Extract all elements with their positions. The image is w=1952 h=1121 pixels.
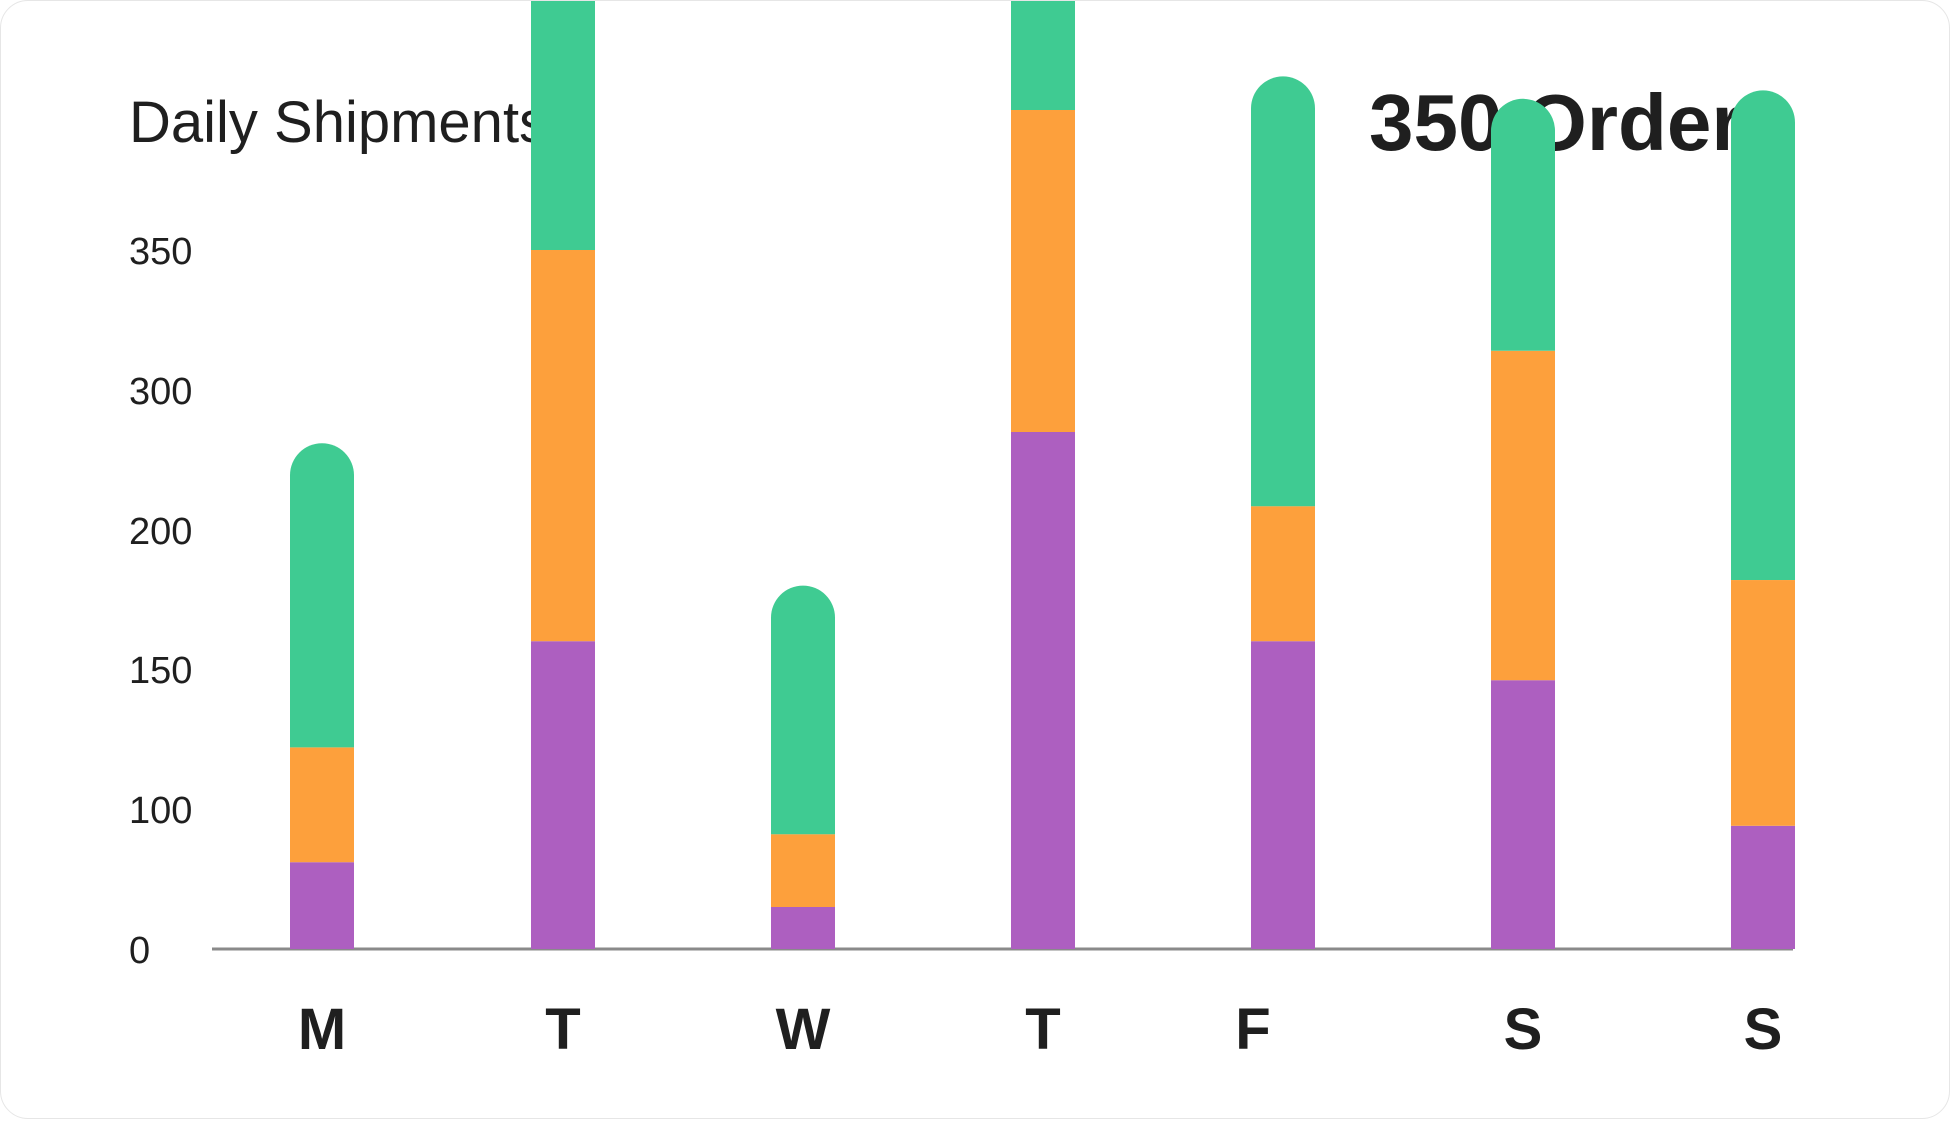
- bar-segment: [531, 641, 595, 949]
- x-tick-label: M: [298, 997, 346, 1062]
- x-tick-label: F: [1235, 997, 1270, 1062]
- bar-stack: [531, 1, 595, 949]
- y-tick-label: 150: [129, 650, 192, 692]
- bar-segment: [290, 862, 354, 949]
- x-tick-label: S: [1744, 997, 1783, 1062]
- bar-segment: [531, 250, 595, 642]
- bar-segment: [1491, 680, 1555, 949]
- chart-title: Daily Shipments: [129, 90, 549, 155]
- total-orders: 350 Orders: [1368, 78, 1787, 167]
- y-tick-label: 200: [129, 511, 192, 553]
- bar-segment: [1731, 580, 1795, 826]
- x-tick-label: S: [1504, 997, 1543, 1062]
- bar-segment: [1011, 1, 1075, 110]
- bar-stack: [1011, 1, 1075, 949]
- bar-segment: [771, 834, 835, 907]
- bar-segment: [531, 1, 595, 250]
- bar-segment: [771, 585, 835, 835]
- bar-segment: [1251, 641, 1315, 949]
- bar-segment: [1251, 506, 1315, 642]
- bar-stack: [1251, 76, 1315, 949]
- bar-stack: [290, 443, 354, 949]
- bar-segment: [771, 907, 835, 949]
- y-tick-label: 300: [129, 371, 192, 413]
- bar-segment: [1011, 432, 1075, 949]
- bar-stack: [771, 585, 835, 949]
- bar-stack: [1491, 98, 1555, 949]
- bar-segment: [290, 443, 354, 748]
- bar-segment: [1251, 76, 1315, 507]
- bar-segment: [1491, 350, 1555, 681]
- bar-segment: [1011, 110, 1075, 432]
- x-tick-label: T: [545, 997, 580, 1062]
- x-tick-label: W: [776, 997, 831, 1062]
- x-tick-label: T: [1025, 997, 1060, 1062]
- bar-segment: [290, 747, 354, 863]
- bar-segment: [1731, 825, 1795, 949]
- bar-segment: [1731, 90, 1795, 581]
- bar-stack: [1731, 90, 1795, 949]
- y-tick-label: 100: [129, 790, 192, 832]
- bar-segment: [1491, 98, 1555, 351]
- y-tick-label: 0: [129, 930, 150, 972]
- y-tick-label: 350: [129, 231, 192, 273]
